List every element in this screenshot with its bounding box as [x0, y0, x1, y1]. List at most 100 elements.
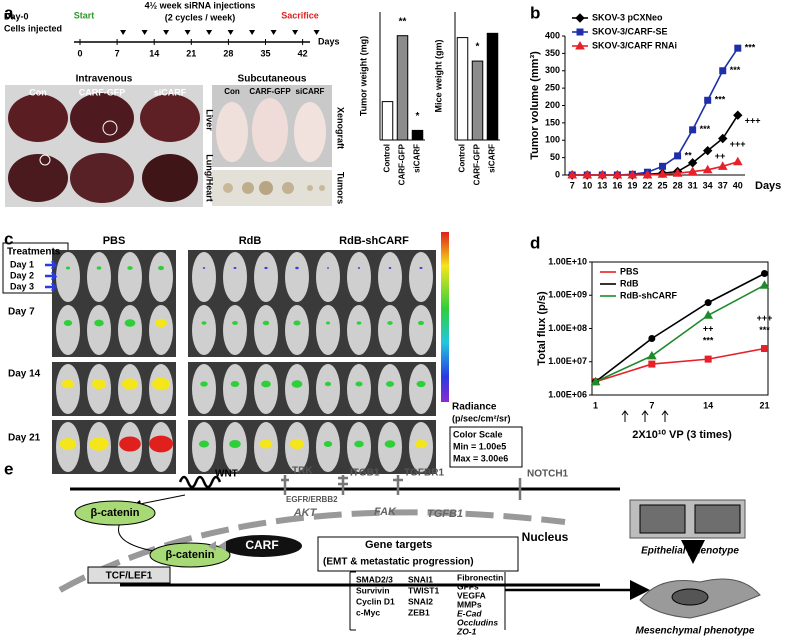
significance: *** — [730, 65, 741, 75]
label: Epithelial phenotype — [641, 546, 739, 557]
label: Day 3 — [10, 281, 34, 291]
mouse — [56, 252, 80, 302]
marker — [704, 299, 712, 307]
y-tick-label: 200 — [545, 100, 560, 110]
significance: *** — [703, 335, 714, 345]
label: (2 cycles / week) — [165, 12, 236, 22]
label: TGFB1 — [427, 508, 463, 520]
signal — [259, 439, 273, 449]
signal — [155, 318, 167, 328]
y-axis-label: Tumor volume (mm³) — [529, 51, 541, 160]
x-tick-label: 34 — [703, 180, 713, 190]
signal — [61, 379, 75, 389]
label: Con — [29, 87, 47, 97]
signal — [326, 267, 330, 269]
marker — [672, 168, 683, 177]
significance: ** — [685, 150, 693, 160]
signal — [91, 378, 107, 390]
signal — [325, 321, 331, 325]
signal — [200, 381, 208, 387]
significance: *** — [759, 325, 770, 335]
significance: +++ — [730, 139, 746, 149]
category-label: CARF-GFP — [398, 143, 407, 185]
signal — [264, 266, 268, 270]
marker — [674, 152, 682, 160]
x-axis-label: Days — [755, 180, 781, 192]
marker — [612, 169, 623, 179]
signal — [152, 377, 170, 391]
y-axis-label: Mice weight (gm) — [433, 39, 443, 112]
series-line — [595, 272, 765, 383]
signal — [418, 320, 424, 326]
label: (p/sec/cm²/sr) — [452, 413, 511, 423]
label: siCARF — [296, 87, 325, 96]
timeline-label: 0 — [77, 48, 82, 58]
x-tick-label: 19 — [627, 180, 637, 190]
timeline-label: 21 — [186, 48, 196, 58]
dose-arrow — [641, 410, 649, 422]
label: Occludins — [457, 617, 498, 627]
marker — [689, 126, 697, 134]
legend-label: RdB — [620, 278, 639, 288]
label: MMPs — [457, 599, 482, 609]
marker — [590, 376, 601, 386]
label: TGFBR1 — [404, 468, 444, 479]
mouse — [87, 252, 111, 302]
signal — [357, 267, 361, 269]
y-tick-label: 250 — [545, 83, 560, 93]
signal — [229, 439, 241, 449]
marker — [597, 169, 608, 179]
pathway-nodes — [74, 500, 519, 584]
significance: *** — [745, 43, 756, 53]
label: Tumors — [336, 172, 346, 204]
panel-label: b — [530, 3, 540, 22]
mouse — [223, 364, 247, 414]
mouse — [192, 252, 216, 302]
label: Min = 1.00e5 — [453, 441, 506, 451]
injection-marker — [249, 30, 256, 35]
x-tick-label: 14 — [703, 400, 713, 410]
y-tick-label: 400 — [545, 30, 560, 40]
significance: * — [476, 42, 480, 53]
label: TRK — [292, 466, 313, 477]
label: Sacrifice — [281, 10, 319, 20]
label: E-Cad — [457, 608, 482, 618]
label: TWIST1 — [408, 585, 439, 595]
mouse — [316, 364, 340, 414]
timeline-label: 35 — [260, 48, 270, 58]
label: (EMT & metastatic progression) — [323, 557, 474, 568]
y-tick-label: 1.00E+07 — [548, 356, 587, 366]
bar — [471, 60, 484, 141]
signal — [384, 440, 396, 448]
marker — [582, 169, 593, 179]
marker — [648, 360, 656, 368]
label: SNAI1 — [408, 574, 433, 584]
label: CARF-GFP — [249, 87, 291, 96]
panel-label: a — [4, 3, 14, 22]
category-label: CARF-GFP — [473, 143, 482, 185]
label: Day 21 — [8, 433, 41, 444]
y-tick-label: 1.00E+08 — [548, 323, 587, 333]
x-tick-label: 37 — [718, 180, 728, 190]
label: siCARF — [154, 87, 187, 97]
mouse — [378, 252, 402, 302]
panel-label: c — [4, 229, 13, 248]
mouse — [285, 364, 309, 414]
mouse — [316, 252, 340, 302]
label: PBS — [103, 235, 126, 247]
timeline-label: 28 — [223, 48, 233, 58]
marker — [717, 161, 728, 170]
label: Subcutaneous — [238, 74, 307, 85]
legend-label: RdB-shCARF — [620, 290, 677, 300]
significance: +++ — [745, 116, 761, 126]
signal — [387, 321, 393, 325]
bar — [381, 101, 394, 141]
category-label: siCARF — [488, 144, 497, 173]
label: CARF — [245, 538, 278, 552]
signal — [94, 319, 104, 327]
label: Day-0 — [4, 11, 29, 21]
signal — [416, 380, 426, 388]
signal — [198, 440, 210, 448]
significance: ++ — [703, 323, 714, 333]
injection-marker — [270, 30, 277, 35]
